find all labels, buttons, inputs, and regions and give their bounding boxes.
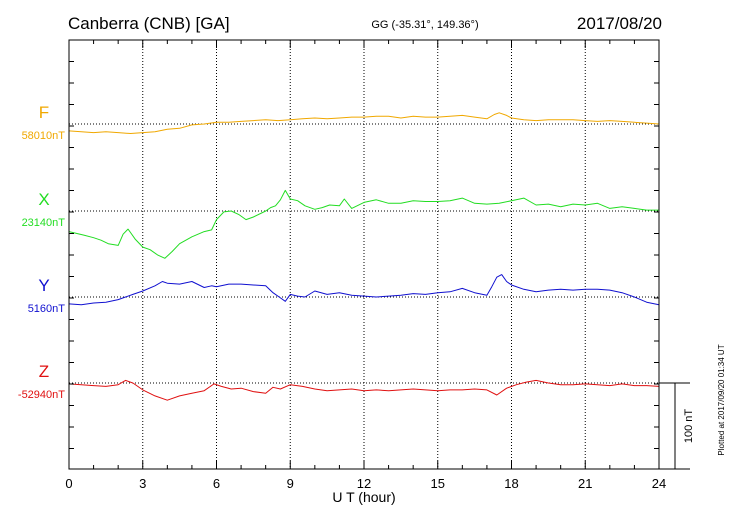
series-name-z: Z xyxy=(39,362,49,381)
scale-bar-label: 100 nT xyxy=(683,409,695,444)
series-baseline-value-f: 58010nT xyxy=(22,130,66,142)
plotted-timestamp: Plotted at 2017/09/20 01:34 UT xyxy=(717,344,726,455)
x-tick-label-0: 0 xyxy=(65,476,72,491)
scale-bar: 100 nT xyxy=(659,382,695,470)
date-label: 2017/08/20 xyxy=(577,14,662,33)
trace-x xyxy=(68,189,659,259)
grid-lines xyxy=(142,40,586,469)
trace-f xyxy=(68,112,660,134)
series-baseline-value-z: -52940nT xyxy=(18,389,65,401)
data-traces xyxy=(68,112,660,401)
x-tick-label-6: 6 xyxy=(213,476,220,491)
coordinates-label: GG (-35.31°, 149.36°) xyxy=(371,19,478,31)
x-axis-label: U T (hour) xyxy=(332,489,395,505)
x-tick-label-12: 12 xyxy=(357,476,371,491)
x-tick-labels: 0 3 6 9 12 15 18 21 24 xyxy=(65,476,666,491)
trace-y xyxy=(68,274,660,306)
series-name-x: X xyxy=(38,190,49,209)
x-tick-label-24: 24 xyxy=(652,476,666,491)
x-tick-label-15: 15 xyxy=(431,476,445,491)
trace-z xyxy=(68,379,660,401)
x-tick-label-9: 9 xyxy=(287,476,294,491)
baseline-markers xyxy=(69,123,659,384)
series-labels: F 58010nT X 23140nT Y 5160nT Z -52940nT xyxy=(18,103,65,401)
series-baseline-value-x: 23140nT xyxy=(22,217,66,229)
series-baseline-value-y: 5160nT xyxy=(28,303,66,315)
station-title: Canberra (CNB) [GA] xyxy=(68,14,230,33)
x-tick-label-3: 3 xyxy=(139,476,146,491)
x-tick-label-21: 21 xyxy=(578,476,592,491)
series-name-y: Y xyxy=(38,276,49,295)
axis-ticks xyxy=(68,40,660,469)
x-tick-label-18: 18 xyxy=(504,476,518,491)
series-name-f: F xyxy=(39,103,49,122)
